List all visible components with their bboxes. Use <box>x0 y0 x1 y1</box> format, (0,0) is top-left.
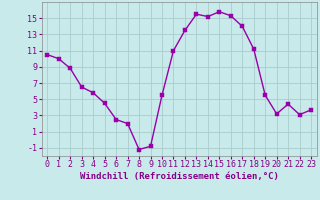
X-axis label: Windchill (Refroidissement éolien,°C): Windchill (Refroidissement éolien,°C) <box>80 172 279 181</box>
